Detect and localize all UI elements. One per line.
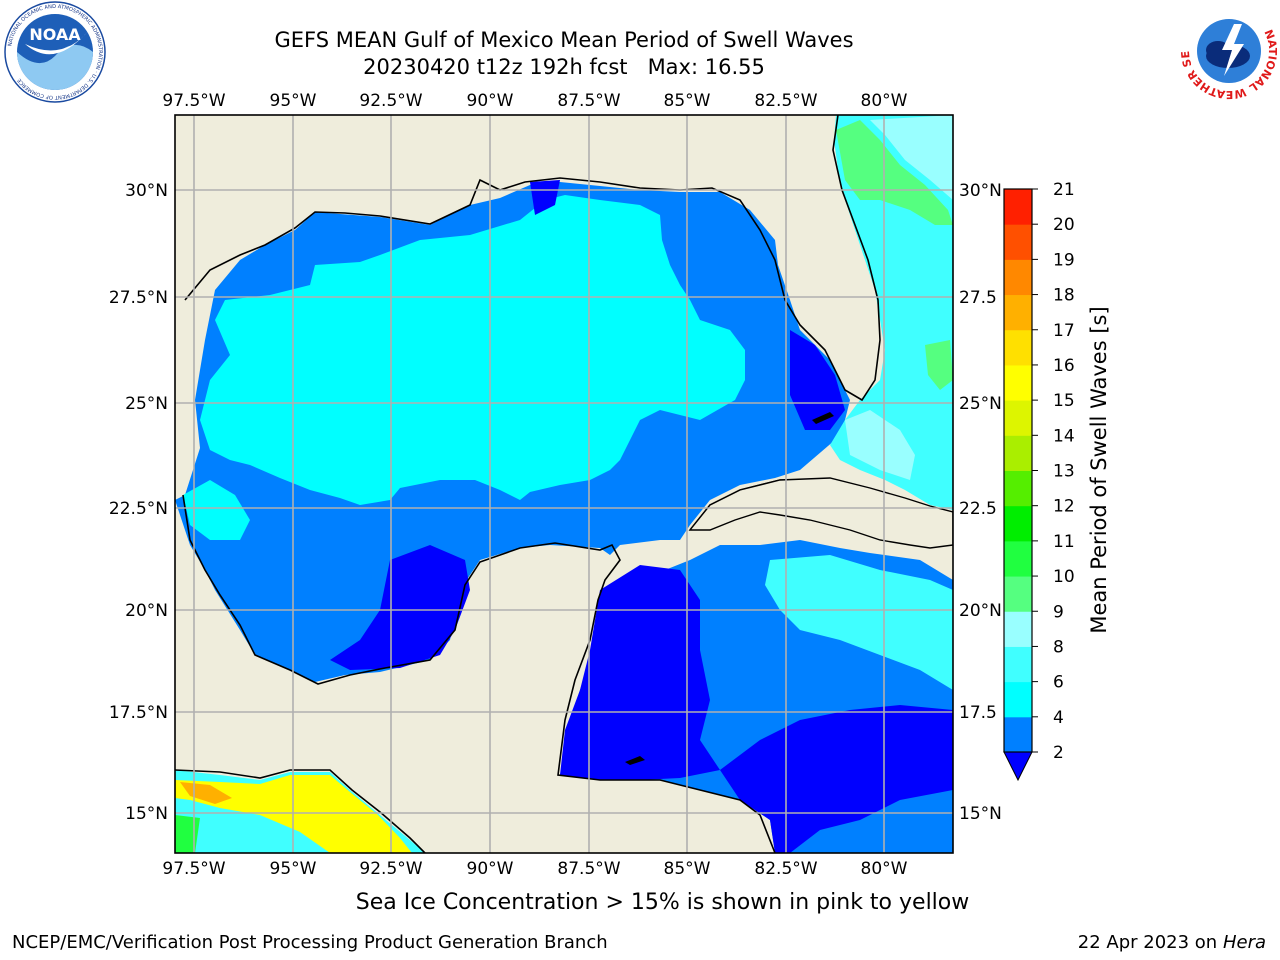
lat-label-right: 27.5 <box>959 288 997 308</box>
chart-subtitle: 20230420 t12z 192h fcst Max: 16.55 <box>363 55 765 79</box>
atlantic-green-swell <box>836 120 953 225</box>
lat-label-left: 20°N <box>125 601 168 621</box>
gulf-cyan-west <box>183 480 250 540</box>
noaa-logo-text: NOAA <box>29 25 81 44</box>
lon-label-bottom: 95°W <box>270 859 317 879</box>
lon-label-bottom: 82.5°W <box>754 859 817 879</box>
lon-label-top: 92.5°W <box>359 91 422 111</box>
lon-label-bottom: 80°W <box>861 859 908 879</box>
footer-machine: Hera <box>1222 932 1266 953</box>
lon-labels-bottom: 97.5°W 95°W 92.5°W 90°W 87.5°W 85°W 82.5… <box>162 859 907 879</box>
atlantic-light-swell <box>870 115 953 200</box>
coastline-mexico <box>182 494 776 853</box>
pacific-orange-swell <box>180 782 232 804</box>
lon-label-top: 97.5°W <box>162 91 225 111</box>
lat-label-left: 30°N <box>125 181 168 201</box>
footer-date: 22 Apr 2023 on Hera <box>1078 932 1266 953</box>
nws-logo: NATIONAL WEATHER SERVICE <box>1178 0 1279 101</box>
lat-labels-right: 30°N 27.5 25°N 22.5 20°N 17.5 15°N <box>959 181 1002 824</box>
dark-blue-bay-campeche <box>330 545 470 670</box>
lat-label-left: 17.5°N <box>109 703 168 723</box>
lon-label-bottom: 85°W <box>664 859 711 879</box>
grid-lines <box>175 115 953 853</box>
dark-blue-north-gulf <box>530 180 560 215</box>
footer-date-text: 22 Apr 2023 on <box>1077 932 1218 953</box>
chart-title: GEFS MEAN Gulf of Mexico Mean Period of … <box>274 28 854 52</box>
footer-credit: NCEP/EMC/Verification Post Processing Pr… <box>12 932 608 953</box>
gulf-cyan-core <box>200 195 745 505</box>
lon-label-top: 87.5°W <box>557 91 620 111</box>
dark-blue-caribbean <box>720 705 953 853</box>
noaa-logo: NOAA NATIONAL OCEANIC AND ATMOSPHERIC AD… <box>4 1 106 103</box>
lon-labels-top: 97.5°W 95°W 92.5°W 90°W 87.5°W 85°W 82.5… <box>162 91 907 111</box>
lat-label-right: 20°N <box>959 601 1002 621</box>
lon-label-bottom: 87.5°W <box>557 859 620 879</box>
lon-label-bottom: 92.5°W <box>359 859 422 879</box>
lon-label-bottom: 97.5°W <box>162 859 225 879</box>
lat-label-right: 30°N <box>959 181 1002 201</box>
coastline-gulf <box>184 115 881 402</box>
bahamas-green-swell <box>925 340 953 390</box>
lat-label-right: 17.5 <box>959 703 997 723</box>
lat-label-right: 25°N <box>959 394 1002 414</box>
lat-label-left: 15°N <box>125 804 168 824</box>
lon-label-top: 90°W <box>467 91 514 111</box>
map-frame <box>174 114 954 854</box>
lon-label-top: 80°W <box>861 91 908 111</box>
dark-blue-yucatan-channel <box>560 565 720 780</box>
sea-ice-note: Sea Ice Concentration > 15% is shown in … <box>355 890 970 915</box>
lat-label-left: 27.5°N <box>109 288 168 308</box>
florida-keys <box>812 412 834 424</box>
lat-label-right: 22.5 <box>959 499 997 519</box>
florida-straits-light <box>845 410 915 480</box>
lon-label-top: 85°W <box>664 91 711 111</box>
caribbean-cyan-swell <box>765 555 953 690</box>
coastline-central-america <box>175 769 426 853</box>
lon-label-bottom: 90°W <box>467 859 514 879</box>
lat-label-left: 25°N <box>125 394 168 414</box>
lat-label-left: 22.5°N <box>109 499 168 519</box>
lat-labels-left: 30°N 27.5°N 25°N 22.5°N 20°N 17.5°N 15°N <box>109 181 168 824</box>
cuba-land <box>688 477 953 549</box>
lat-label-right: 15°N <box>959 804 1002 824</box>
dark-blue-florida-shelf <box>790 330 845 430</box>
lon-label-top: 82.5°W <box>754 91 817 111</box>
lon-label-top: 95°W <box>270 91 317 111</box>
bay-islands <box>625 756 645 765</box>
